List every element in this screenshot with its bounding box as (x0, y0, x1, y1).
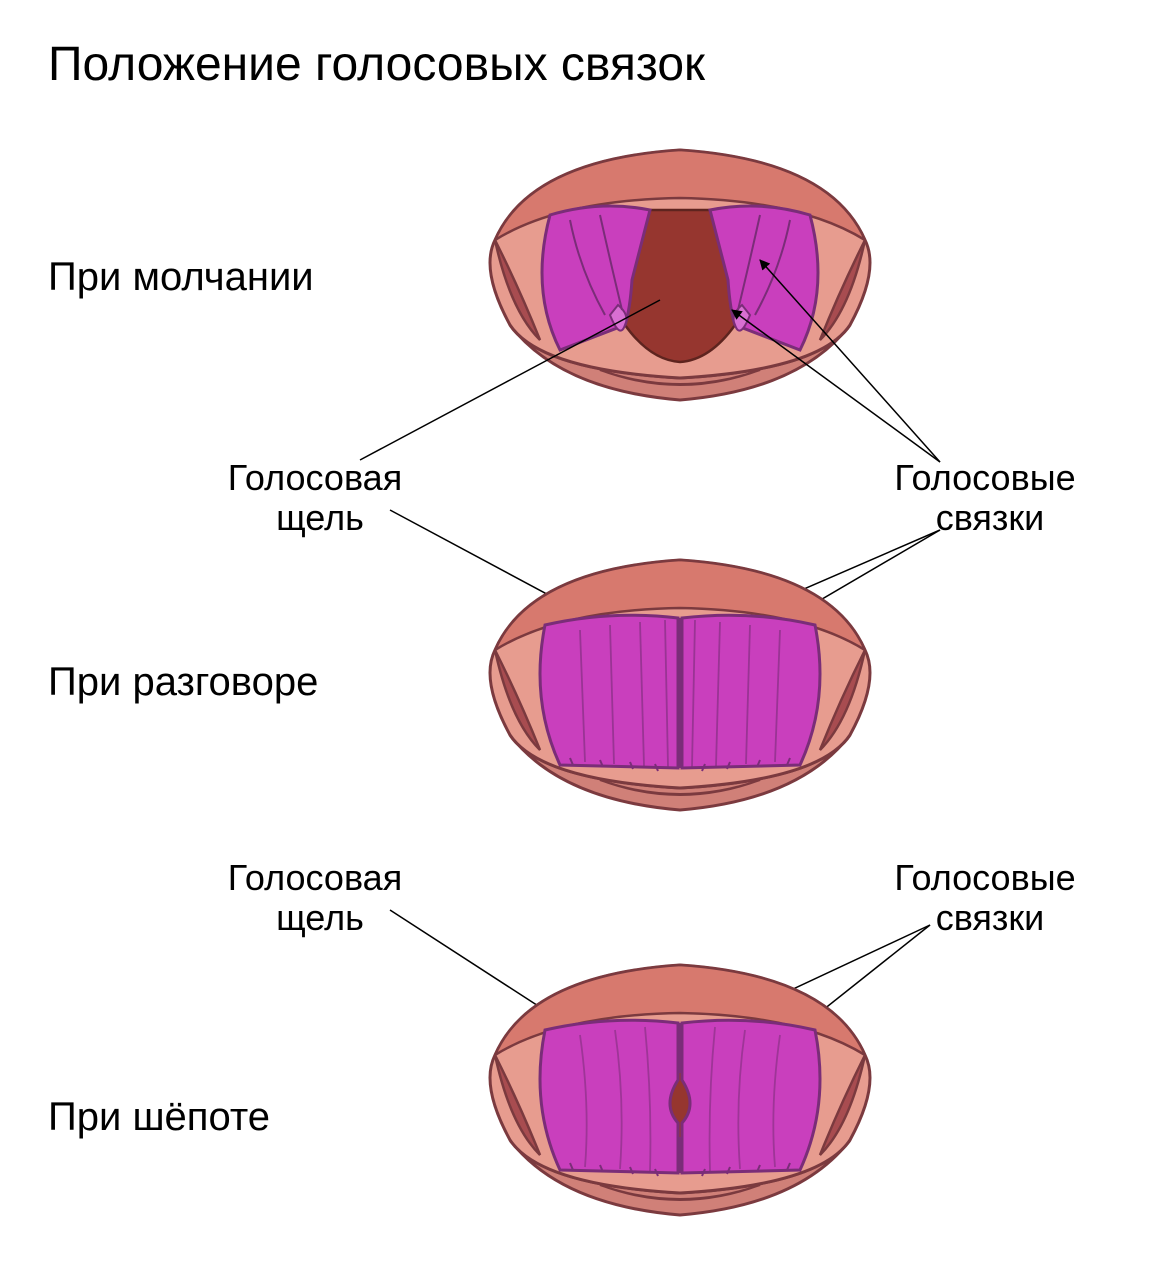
page-root: Положение голосовых связок (0, 0, 1159, 1280)
state-label-whisper: При шёпоте (48, 1095, 270, 1139)
page-title: Положение голосовых связок (48, 38, 706, 91)
annotation-glottis-2: Голосовая щель (228, 857, 412, 938)
state-label-silence: При молчании (48, 255, 314, 299)
annotation-folds-2: Голосовые связки (894, 857, 1085, 938)
state-row-silence: При молчании (48, 150, 870, 400)
state-row-whisper: При шёпоте (48, 965, 870, 1215)
larynx-diagram-speech (490, 560, 870, 810)
state-label-speech: При разговоре (48, 660, 318, 704)
larynx-diagram-silence (490, 150, 870, 400)
state-row-speech: При разговоре (48, 560, 870, 810)
annotation-folds-1: Голосовые связки (894, 457, 1085, 538)
annotation-glottis-1: Голосовая щель (228, 457, 412, 538)
larynx-diagram-whisper (490, 965, 870, 1215)
diagram-canvas: Положение голосовых связок (0, 0, 1159, 1280)
